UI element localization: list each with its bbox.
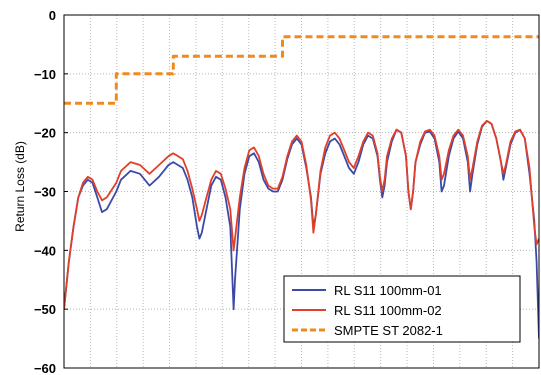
y-tick-label: −10 <box>34 67 56 82</box>
y-tick-label: −20 <box>34 126 56 141</box>
y-tick-label: −30 <box>34 185 56 200</box>
y-tick-label: −40 <box>34 243 56 258</box>
series-line-1 <box>64 120 539 339</box>
series-line-2 <box>64 120 539 310</box>
series-line-3 <box>64 35 539 105</box>
series-lines <box>64 35 539 339</box>
y-axis-label: Return Loss (dB) <box>13 141 27 232</box>
legend: RL S11 100mm-01 RL S11 100mm-02 SMPTE ST… <box>283 275 521 343</box>
legend-label-series-2: RL S11 100mm-02 <box>334 303 442 318</box>
y-tick-label: −60 <box>34 361 56 375</box>
y-axis-ticks: 0 −10 −20 −30 −40 −50 −60 <box>34 8 68 375</box>
legend-label-series-1: RL S11 100mm-01 <box>334 283 442 298</box>
legend-label-series-3: SMPTE ST 2082-1 <box>334 323 443 338</box>
y-tick-label: −50 <box>34 302 56 317</box>
y-tick-label: 0 <box>49 8 56 23</box>
